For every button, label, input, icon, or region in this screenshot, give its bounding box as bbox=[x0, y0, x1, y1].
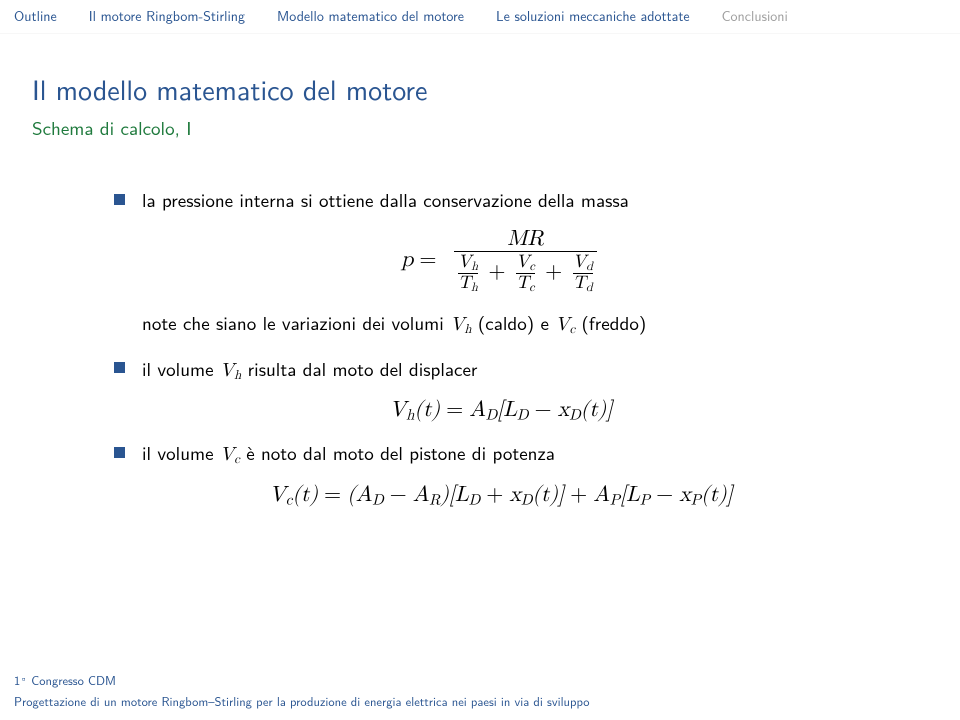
frame: Il modello matematico del motore Schema … bbox=[0, 48, 960, 508]
equation-vh: Vh(t)=AD[LD−xD(t)] bbox=[114, 399, 888, 424]
footer: 1◦ Congresso CDM Progettazione di un mot… bbox=[0, 671, 960, 710]
bullet-icon bbox=[114, 362, 125, 373]
equation-pressure: p= MR VhTh + VcTc + VdTd bbox=[114, 228, 888, 295]
equation-vc: Vc(t)=(AD−AR)[LD+xD(t)]+AP[LP−xP(t)] bbox=[114, 484, 888, 509]
nav-conclusioni[interactable]: Conclusioni bbox=[722, 6, 788, 26]
bullet-2: il volume Vh risulta dal moto del displa… bbox=[114, 354, 888, 424]
footer-line1: 1◦ Congresso CDM bbox=[14, 671, 946, 689]
nav-ringbom[interactable]: Il motore Ringbom-Stirling bbox=[89, 6, 245, 26]
bullet-3: il volume Vc è noto dal moto del pistone… bbox=[114, 438, 888, 508]
body: la pressione interna si ottiene dalla co… bbox=[32, 141, 928, 508]
nav-modello[interactable]: Modello matematico del motore bbox=[277, 6, 464, 26]
bullet-icon bbox=[114, 447, 125, 458]
bullet-1-text: la pressione interna si ottiene dalla co… bbox=[142, 185, 629, 213]
bullet-1-note: note che siano le variazioni dei volumi … bbox=[142, 308, 888, 340]
divider bbox=[0, 33, 960, 34]
footer-line2: Progettazione di un motore Ringbom–Stirl… bbox=[14, 692, 946, 710]
top-nav: Outline Il motore Ringbom-Stirling Model… bbox=[0, 0, 960, 33]
bullet-icon bbox=[114, 194, 125, 205]
frame-title: Il modello matematico del motore bbox=[32, 68, 928, 109]
nav-outline[interactable]: Outline bbox=[14, 6, 57, 26]
nav-soluzioni[interactable]: Le soluzioni meccaniche adottate bbox=[496, 6, 690, 26]
bullet-1: la pressione interna si ottiene dalla co… bbox=[114, 185, 888, 340]
frame-subtitle: Schema di calcolo, I bbox=[32, 113, 928, 141]
